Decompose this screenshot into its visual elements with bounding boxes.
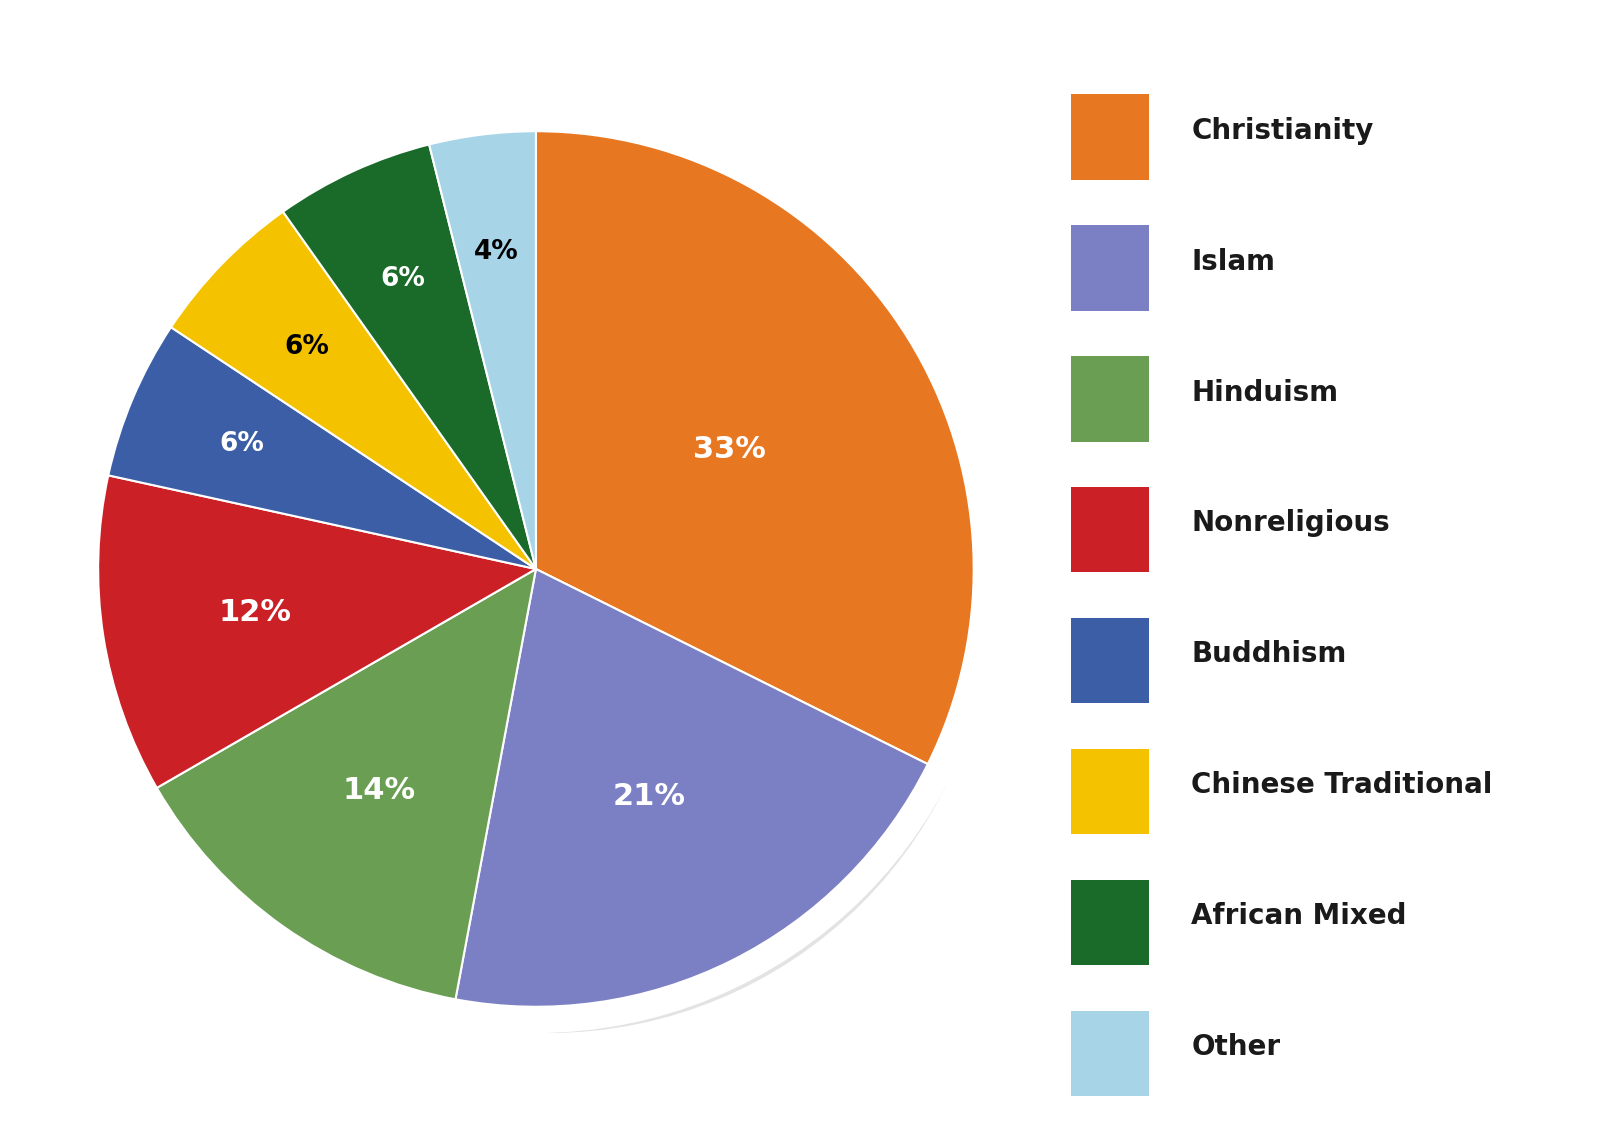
Text: 6%: 6% <box>284 333 329 360</box>
Circle shape <box>71 105 1000 1033</box>
Text: Nonreligious: Nonreligious <box>1191 510 1389 537</box>
FancyBboxPatch shape <box>1071 880 1149 965</box>
FancyBboxPatch shape <box>1071 618 1149 703</box>
Text: 33%: 33% <box>693 435 766 463</box>
FancyBboxPatch shape <box>1071 487 1149 572</box>
Wedge shape <box>170 212 536 569</box>
Text: Hinduism: Hinduism <box>1191 379 1337 406</box>
Text: 4%: 4% <box>474 239 519 265</box>
Wedge shape <box>157 569 536 999</box>
Text: 14%: 14% <box>342 776 415 805</box>
FancyBboxPatch shape <box>1071 1011 1149 1096</box>
Circle shape <box>107 149 990 1033</box>
FancyBboxPatch shape <box>1071 749 1149 834</box>
Text: Chinese Traditional: Chinese Traditional <box>1191 772 1492 799</box>
Wedge shape <box>428 131 536 569</box>
Wedge shape <box>282 145 536 569</box>
Text: Other: Other <box>1191 1033 1279 1061</box>
Text: African Mixed: African Mixed <box>1191 902 1406 930</box>
FancyBboxPatch shape <box>1071 225 1149 311</box>
Wedge shape <box>109 328 536 569</box>
Text: 21%: 21% <box>612 782 685 810</box>
Text: Christianity: Christianity <box>1191 117 1373 145</box>
Text: 6%: 6% <box>219 431 265 457</box>
Wedge shape <box>536 131 974 764</box>
Wedge shape <box>97 476 536 787</box>
FancyBboxPatch shape <box>1071 94 1149 180</box>
Text: 12%: 12% <box>217 599 291 627</box>
Text: 6%: 6% <box>380 265 425 291</box>
Text: Buddhism: Buddhism <box>1191 641 1345 668</box>
FancyBboxPatch shape <box>1071 356 1149 442</box>
Wedge shape <box>454 569 927 1007</box>
Text: Islam: Islam <box>1191 248 1274 275</box>
